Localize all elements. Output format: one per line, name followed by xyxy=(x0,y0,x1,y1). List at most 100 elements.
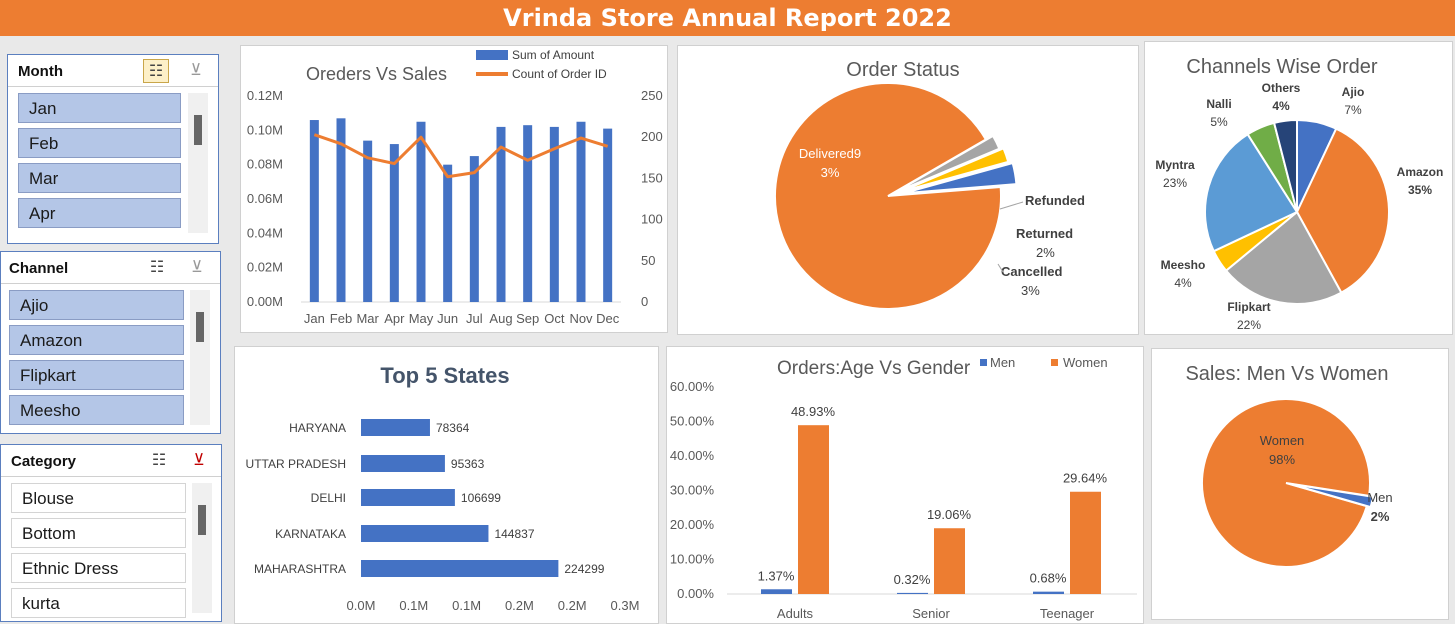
value-label-haryana: 78364 xyxy=(436,421,470,435)
data-label-women-adults: 48.93% xyxy=(791,404,836,419)
bar-amount-oct xyxy=(549,126,559,303)
bar-women-senior xyxy=(934,528,965,594)
slicer-item-amazon[interactable]: Amazon xyxy=(9,325,184,355)
slice-pct-meesho: 4% xyxy=(1174,276,1192,290)
slice-label-ajio: Ajio xyxy=(1342,85,1365,99)
multi-select-icon[interactable]: ☷ xyxy=(143,59,169,83)
channel-slicer-title: Channel xyxy=(9,260,69,277)
bar-men-teenager xyxy=(1033,591,1064,594)
slice-pct-ajio: 7% xyxy=(1344,103,1362,117)
bar-amount-aug xyxy=(496,126,506,303)
y-right-tick-label: 50 xyxy=(641,253,655,268)
slice-refunded xyxy=(894,134,1001,194)
bar-amount-mar xyxy=(363,140,373,302)
men-vs-women-card[interactable]: Sales: Men Vs Women Women 98% Men 2% xyxy=(1151,348,1449,620)
y-tick-label: 40.00% xyxy=(670,448,715,463)
x-tick-label: 0.1M xyxy=(452,598,481,613)
y-tick-label: 50.00% xyxy=(670,414,715,429)
x-tick-label: 0.2M xyxy=(558,598,587,613)
slicer-item-flipkart[interactable]: Flipkart xyxy=(9,360,184,390)
bar-delhi xyxy=(361,489,455,506)
slicer-item-jan[interactable]: Jan xyxy=(18,93,181,123)
bar-amount-jan xyxy=(309,120,319,303)
clear-filter-icon[interactable]: ⊻ xyxy=(190,62,202,79)
slice-returned xyxy=(898,147,1010,194)
multi-select-icon[interactable]: ☷ xyxy=(151,452,167,469)
y-right-tick-label: 150 xyxy=(641,170,663,185)
channel-wise-chart: Channels Wise Order Ajio 7% Amazon 35% Flipka… xyxy=(1155,56,1443,332)
chart-title: Orders:Age Vs Gender xyxy=(777,358,971,379)
top5-states-chart: Top 5 States HARYANA 78364 UTTAR PRADESH 953… xyxy=(246,363,640,613)
y-right-tick-label: 250 xyxy=(641,88,663,103)
slice-pct-women: 98% xyxy=(1269,452,1295,467)
bar-amount-nov xyxy=(576,121,586,302)
slice-label-women: Women xyxy=(1260,433,1305,448)
slice-label-delivered: Delivered9 xyxy=(799,146,861,161)
bar-amount-jul xyxy=(469,156,479,302)
orders-vs-sales-card[interactable]: Oreders Vs Sales Sum of Amount Count of Or… xyxy=(240,45,668,333)
month-scrollbar[interactable] xyxy=(188,93,208,233)
order-status-card[interactable]: Order Status Delivered9 3% Refunded Returned… xyxy=(677,45,1139,335)
line-order-count xyxy=(313,133,609,179)
slicer-item-ajio[interactable]: Ajio xyxy=(9,290,184,320)
slicer-item-ethnic-dress[interactable]: Ethnic Dress xyxy=(11,553,186,583)
scroll-thumb[interactable] xyxy=(196,312,204,342)
category-scrollbar[interactable] xyxy=(192,483,212,613)
category-label-haryana: HARYANA xyxy=(289,421,346,435)
bar-maharashtra xyxy=(361,560,559,577)
slice-myntra xyxy=(1204,132,1299,253)
channel-scrollbar[interactable] xyxy=(190,290,210,425)
y-tick-label: 60.00% xyxy=(670,379,715,394)
scroll-thumb[interactable] xyxy=(198,505,206,535)
top5-states-card[interactable]: Top 5 States HARYANA 78364 UTTAR PRADESH 953… xyxy=(234,346,659,624)
legend-swatch-orders xyxy=(476,72,508,76)
legend-label-amount: Sum of Amount xyxy=(512,48,595,62)
y-left-tick-label: 0.12M xyxy=(247,88,283,103)
value-label-maharashtra: 224299 xyxy=(564,562,604,576)
clear-filter-icon[interactable]: ⊻ xyxy=(193,452,205,469)
x-tick-label: Sep xyxy=(516,311,539,326)
y-right-tick-label: 100 xyxy=(641,212,663,227)
bar-women-adults xyxy=(798,425,829,594)
value-label-uttar-pradesh: 95363 xyxy=(451,457,485,471)
slicer-item-apr[interactable]: Apr xyxy=(18,198,181,228)
slice-label-refunded: Refunded xyxy=(1025,193,1085,208)
legend-label-orders: Count of Order ID xyxy=(512,67,607,81)
report-title: Vrinda Store Annual Report 2022 xyxy=(0,0,1455,36)
scroll-thumb[interactable] xyxy=(194,115,202,145)
slice-label-nalli: Nalli xyxy=(1206,97,1231,111)
slice-pct-amazon: 35% xyxy=(1408,183,1432,197)
age-vs-gender-chart: Orders:Age Vs Gender Men Women 0.00% 10.00% 2… xyxy=(670,355,1137,621)
bar-amount-apr xyxy=(389,144,399,302)
x-tick-label: Jan xyxy=(304,311,325,326)
y-tick-label: 20.00% xyxy=(670,517,715,532)
chart-title: Order Status xyxy=(846,59,959,81)
data-label-women-senior: 19.06% xyxy=(927,507,972,522)
slicer-item-blouse[interactable]: Blouse xyxy=(11,483,186,513)
leader-line xyxy=(997,263,1004,273)
slicer-item-mar[interactable]: Mar xyxy=(18,163,181,193)
x-tick-label: Mar xyxy=(356,311,379,326)
slice-label-meesho: Meesho xyxy=(1161,258,1206,272)
chart-title: Top 5 States xyxy=(380,363,509,388)
bar-karnataka xyxy=(361,525,489,542)
age-vs-gender-card[interactable]: Orders:Age Vs Gender Men Women 0.00% 10.00% 2… xyxy=(666,346,1144,624)
slice-label-returned-pct: 2% xyxy=(1036,245,1055,260)
y-tick-label: 30.00% xyxy=(670,483,715,498)
slicer-item-kurta[interactable]: kurta xyxy=(11,588,186,618)
slicer-item-bottom[interactable]: Bottom xyxy=(11,518,186,548)
x-tick-label: 0.1M xyxy=(399,598,428,613)
slice-label-flipkart: Flipkart xyxy=(1227,300,1270,314)
slice-women xyxy=(1201,398,1371,568)
channel-wise-card[interactable]: Channels Wise Order Ajio 7% Amazon 35% Flipka… xyxy=(1144,41,1453,335)
slice-label-cancelled-pct: 3% xyxy=(1021,283,1040,298)
slice-label-myntra: Myntra xyxy=(1155,158,1195,172)
clear-filter-icon[interactable]: ⊻ xyxy=(191,259,203,276)
multi-select-icon[interactable]: ☷ xyxy=(149,259,165,276)
x-tick-label: Oct xyxy=(544,311,565,326)
slicer-item-meesho[interactable]: Meesho xyxy=(9,395,184,425)
bar-women-teenager xyxy=(1070,491,1101,594)
slicer-item-feb[interactable]: Feb xyxy=(18,128,181,158)
bar-amount-may xyxy=(416,121,426,302)
